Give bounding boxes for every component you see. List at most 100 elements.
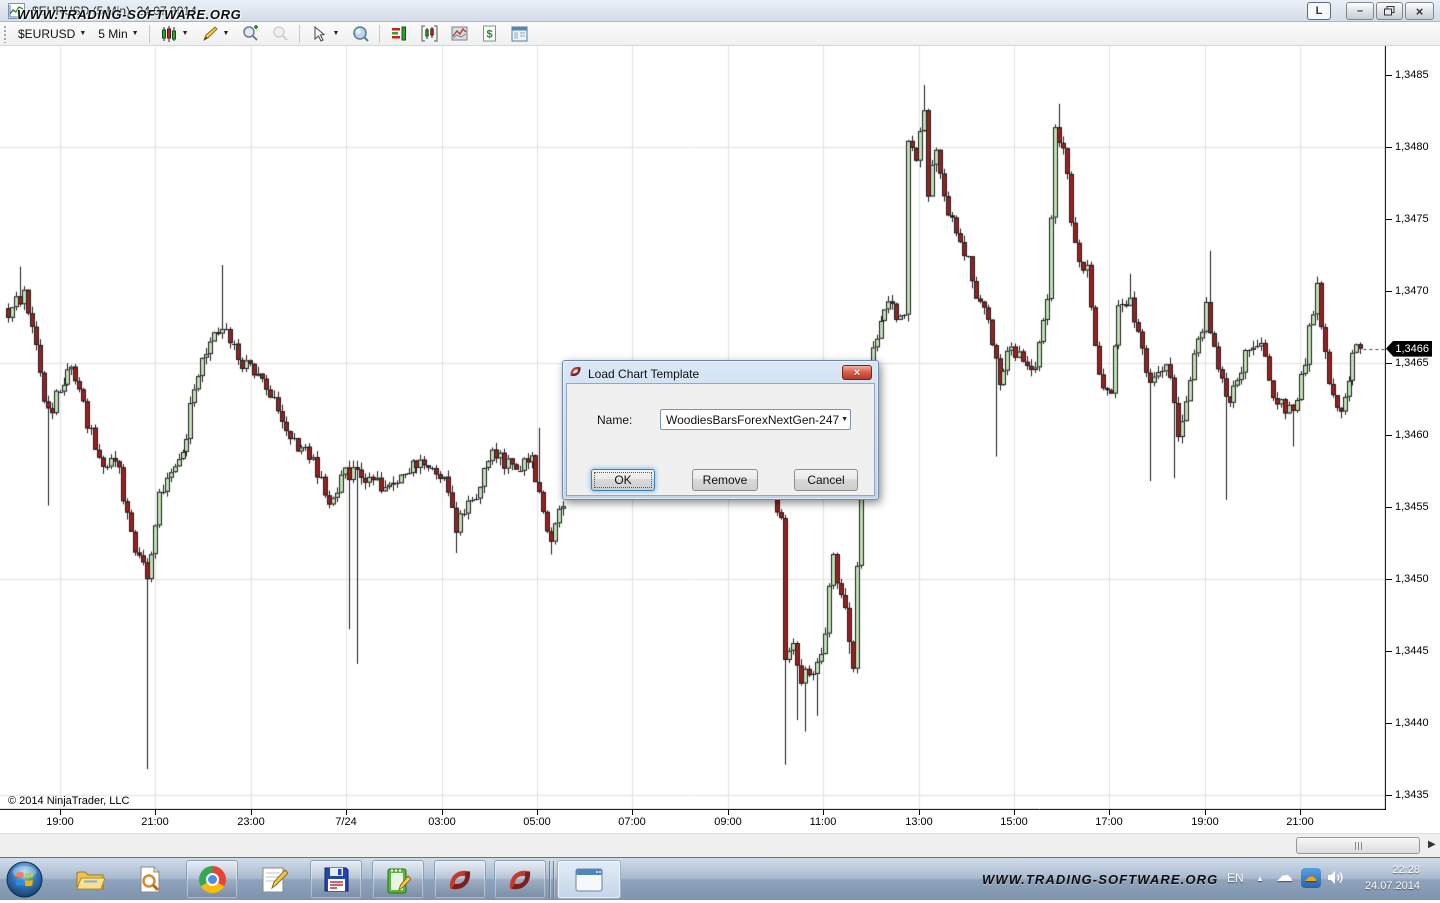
- toolbar-separator: [148, 24, 150, 43]
- name-label: Name:: [597, 413, 633, 427]
- copyright-text: © 2014 NinjaTrader, LLC: [8, 795, 130, 807]
- time-tick-label: 15:00: [1000, 816, 1028, 828]
- time-tick-label: 07:00: [618, 816, 646, 828]
- market-analyzer-button[interactable]: [384, 24, 414, 44]
- time-axis[interactable]: 19:00 21:00 23:00 7/24 03:00 05:00 07:00 09:00 1…: [0, 810, 1386, 833]
- taskbar-item-chrome[interactable]: [186, 860, 238, 899]
- time-tick-label: 7/24: [335, 816, 357, 828]
- price-tick: [1386, 650, 1392, 652]
- start-button[interactable]: [6, 861, 43, 898]
- account-data-button[interactable]: $: [474, 24, 504, 44]
- ninjatrader-logo-icon: [568, 364, 583, 384]
- time-tick: [1300, 810, 1301, 815]
- time-tick-label: 23:00: [237, 816, 265, 828]
- crosshair-button[interactable]: [345, 24, 375, 44]
- time-tick-label: 19:00: [46, 816, 74, 828]
- dialog-close-icon[interactable]: ×: [842, 365, 872, 380]
- data-grid-button[interactable]: [504, 24, 534, 44]
- chart-window-icon: [420, 25, 438, 43]
- price-tick: [1386, 722, 1392, 724]
- zoom-in-button[interactable]: [235, 24, 265, 44]
- template-select[interactable]: WoodiesBarsForexNextGen-247 ▼: [660, 409, 851, 430]
- last-price-badge: 1,3466: [1386, 340, 1432, 357]
- time-tick: [1014, 810, 1015, 815]
- time-tick: [1205, 810, 1206, 815]
- interval-selector[interactable]: 5 Min ▼: [92, 24, 144, 44]
- volume-icon[interactable]: [1327, 870, 1344, 890]
- cancel-button[interactable]: Cancel: [794, 469, 858, 491]
- taskbar-item-active-window[interactable]: [557, 860, 621, 899]
- taskbar-item-search[interactable]: [124, 860, 176, 899]
- time-tick-label: 21:00: [1286, 816, 1314, 828]
- instrument-selector[interactable]: $EURUSD ▼: [12, 24, 92, 44]
- scroll-right-icon[interactable]: ▶: [1428, 839, 1436, 850]
- instrument-label: $EURUSD: [18, 26, 76, 41]
- zoom-out-button[interactable]: [265, 24, 295, 44]
- chevron-down-icon: ▼: [131, 30, 139, 37]
- time-tick-label: 13:00: [905, 816, 933, 828]
- price-tick: [1386, 578, 1392, 580]
- price-tick-label: 1,3460: [1395, 429, 1429, 441]
- price-tick-label: 1,3470: [1395, 285, 1429, 297]
- price-tick-label: 1,3465: [1395, 357, 1429, 369]
- chevron-down-icon: ▼: [841, 416, 849, 423]
- price-tick: [1386, 434, 1392, 436]
- data-grid-icon: [510, 25, 528, 43]
- time-tick-label: 09:00: [714, 816, 742, 828]
- link-window-button[interactable]: L: [1307, 2, 1331, 20]
- price-tick: [1386, 290, 1392, 292]
- dialog-title: Load Chart Template: [588, 366, 700, 381]
- dialog-body: Name: WoodiesBarsForexNextGen-247 ▼ OK R…: [566, 383, 875, 496]
- show-hidden-icons[interactable]: ▲: [1256, 874, 1264, 883]
- watermark-text: WWW.TRADING-SOFTWARE.ORG: [982, 872, 1219, 887]
- cursor-tool-button[interactable]: ▼: [304, 24, 345, 44]
- price-axis[interactable]: 1,3485 1,3480 1,3475 1,3470 1,3465 1,3460 1,34…: [1386, 46, 1440, 833]
- taskbar-item-explorer[interactable]: [64, 860, 116, 899]
- taskbar-item-floppy-app[interactable]: [310, 860, 362, 899]
- tray-clock[interactable]: 22:28 24.07.2014: [1348, 862, 1420, 894]
- market-analyzer-icon: [390, 25, 408, 43]
- taskbar-item-ninjatrader-1[interactable]: [434, 860, 486, 899]
- time-tick: [919, 810, 920, 815]
- time-tick: [1109, 810, 1110, 815]
- drawing-tools-button[interactable]: ▼: [195, 24, 236, 44]
- time-tick: [442, 810, 443, 815]
- price-tick-label: 1,3485: [1395, 69, 1429, 81]
- tray-date: 24.07.2014: [1364, 880, 1420, 892]
- candlestick-style-icon: [160, 25, 178, 43]
- chevron-down-icon: ▼: [79, 30, 87, 37]
- pencil-icon: [201, 25, 219, 43]
- time-tick-label: 19:00: [1191, 816, 1219, 828]
- restore-button[interactable]: [1376, 2, 1403, 20]
- taskbar-item-notepad[interactable]: [248, 860, 300, 899]
- dialog-titlebar[interactable]: Load Chart Template ×: [566, 364, 875, 383]
- indicator-panel-button[interactable]: [444, 24, 474, 44]
- cloud-tray-icon[interactable]: ☁: [1276, 866, 1293, 885]
- close-button[interactable]: ×: [1405, 2, 1434, 20]
- ok-button[interactable]: OK: [591, 469, 655, 491]
- time-tick: [60, 810, 61, 815]
- weather-tray-icon[interactable]: ☁: [1301, 868, 1321, 893]
- zoom-out-icon: [271, 25, 289, 43]
- chart-toolbar: $EURUSD ▼ 5 Min ▼ ▼ ▼: [0, 22, 1440, 46]
- toolbar-separator: [379, 24, 381, 43]
- bar-style-button[interactable]: ▼: [154, 24, 195, 44]
- taskbar-item-journal-app[interactable]: [372, 860, 424, 899]
- horizontal-scrollbar-thumb[interactable]: [1296, 837, 1420, 854]
- time-tick: [346, 810, 347, 815]
- minimize-button[interactable]: –: [1346, 2, 1374, 20]
- time-tick-label: 11:00: [809, 816, 837, 828]
- remove-button[interactable]: Remove: [692, 469, 758, 491]
- price-tick-label: 1,3435: [1395, 789, 1429, 801]
- time-tick-label: 17:00: [1095, 816, 1123, 828]
- chevron-down-icon: ▼: [181, 30, 189, 37]
- window-title: $EURUSD (5 Min) 24.07.2014: [32, 4, 197, 18]
- toolbar-separator: [299, 24, 301, 43]
- language-indicator[interactable]: EN: [1227, 871, 1244, 885]
- taskbar-item-ninjatrader-2[interactable]: [494, 860, 546, 899]
- chart-window-button[interactable]: [414, 24, 444, 44]
- price-tick: [1386, 74, 1392, 76]
- chart-scroll-strip: ▶: [0, 833, 1440, 857]
- toolbar-grip[interactable]: [3, 24, 7, 43]
- time-tick-label: 03:00: [428, 816, 456, 828]
